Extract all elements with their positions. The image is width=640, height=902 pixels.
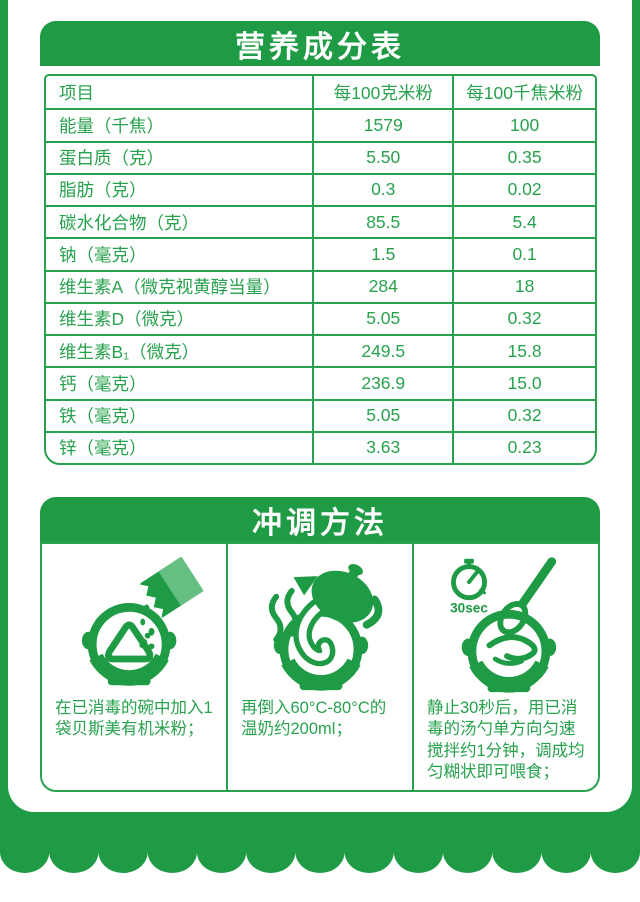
per100g-cell: 0.3	[312, 174, 452, 205]
per100kj-cell: 15.8	[452, 336, 595, 367]
preparation-step-1: 在已消毒的碗中加入1袋贝斯美有机米粉；	[42, 544, 226, 790]
per100kj-cell: 18	[452, 271, 595, 302]
per100g-cell: 284	[312, 271, 452, 302]
table-row: 蛋白质（克） 5.50 0.35	[46, 140, 595, 173]
preparation-step-2: 再倒入60°C-80°C的温奶约200ml；	[226, 544, 412, 790]
kettle-pour-bowl-icon	[228, 544, 412, 696]
item-cell: 维生素B₁（微克）	[59, 341, 200, 362]
column-header-item: 项目	[59, 82, 94, 103]
per100kj-cell: 0.32	[452, 400, 595, 431]
table-row: 钠（毫克） 1.5 0.1	[46, 237, 595, 270]
per100g-cell: 236.9	[312, 368, 452, 399]
timer-label: 30sec	[450, 600, 488, 615]
per100kj-cell: 5.4	[452, 207, 595, 238]
item-cell: 脂肪（克）	[59, 180, 147, 201]
table-row: 碳水化合物（克） 85.5 5.4	[46, 205, 595, 238]
per100g-cell: 249.5	[312, 336, 452, 367]
table-row: 维生素A（微克视黄醇当量） 284 18	[46, 269, 595, 302]
item-cell: 能量（千焦）	[59, 115, 164, 136]
item-cell: 蛋白质（克）	[59, 148, 164, 169]
item-cell: 钠（毫克）	[59, 244, 147, 265]
per100g-cell: 5.50	[312, 142, 452, 173]
per100kj-cell: 0.1	[452, 239, 595, 270]
table-row: 能量（千焦） 1579 100	[46, 108, 595, 141]
table-row: 维生素D（微克） 5.05 0.32	[46, 301, 595, 334]
table-row: 铁（毫克） 5.05 0.32	[46, 398, 595, 431]
per100kj-cell: 100	[452, 110, 595, 141]
item-cell: 维生素D（微克）	[59, 309, 195, 330]
preparation-steps: 在已消毒的碗中加入1袋贝斯美有机米粉；	[40, 542, 600, 792]
stopwatch-stir-bowl-icon: 30sec	[414, 544, 598, 696]
column-header-per100g: 每100克米粉	[312, 76, 452, 109]
step-text: 再倒入60°C-80°C的温奶约200ml；	[241, 699, 387, 739]
item-cell: 维生素A（微克视黄醇当量）	[59, 277, 281, 298]
table-row: 维生素B₁（微克） 249.5 15.8	[46, 334, 595, 367]
nutrition-title-bar: 营养成分表	[40, 21, 600, 66]
item-cell: 锌（毫克）	[59, 438, 147, 459]
item-cell: 铁（毫克）	[59, 406, 147, 427]
preparation-title: 冲调方法	[252, 506, 388, 540]
per100g-cell: 5.05	[312, 400, 452, 431]
step-text: 在已消毒的碗中加入1袋贝斯美有机米粉；	[55, 699, 213, 739]
table-header-row: 项目 每100克米粉 每100千焦米粉	[46, 76, 595, 109]
item-cell: 碳水化合物（克）	[59, 212, 199, 233]
sachet-pour-bowl-icon	[42, 544, 226, 696]
table-row: 脂肪（克） 0.3 0.02	[46, 172, 595, 205]
per100g-cell: 1.5	[312, 239, 452, 270]
nutrition-table: 项目 每100克米粉 每100千焦米粉 能量（千焦） 1579 100 蛋白质（…	[44, 74, 597, 465]
preparation-title-bar: 冲调方法	[40, 497, 600, 542]
per100kj-cell: 0.02	[452, 174, 595, 205]
per100kj-cell: 0.32	[452, 303, 595, 334]
per100g-cell: 5.05	[312, 303, 452, 334]
table-row: 锌（毫克） 3.63 0.23	[46, 430, 595, 463]
nutrition-title: 营养成分表	[235, 30, 405, 64]
per100kj-cell: 15.0	[452, 368, 595, 399]
item-cell: 钙（毫克）	[59, 373, 147, 394]
per100g-cell: 3.63	[312, 432, 452, 463]
column-header-per100kj: 每100千焦米粉	[452, 76, 595, 109]
per100g-cell: 1579	[312, 110, 452, 141]
table-row: 钙（毫克） 236.9 15.0	[46, 366, 595, 399]
per100kj-cell: 0.23	[452, 432, 595, 463]
step-text: 静止30秒后，用已消毒的汤勺单方向匀速搅拌约1分钟，调成均匀糊状即可喂食；	[427, 699, 585, 782]
per100kj-cell: 0.35	[452, 142, 595, 173]
preparation-step-3: 30sec 静止30秒后，用已消毒的汤勺单方向匀速搅拌约1分钟，调成均匀糊状即可…	[412, 544, 598, 790]
per100g-cell: 85.5	[312, 207, 452, 238]
